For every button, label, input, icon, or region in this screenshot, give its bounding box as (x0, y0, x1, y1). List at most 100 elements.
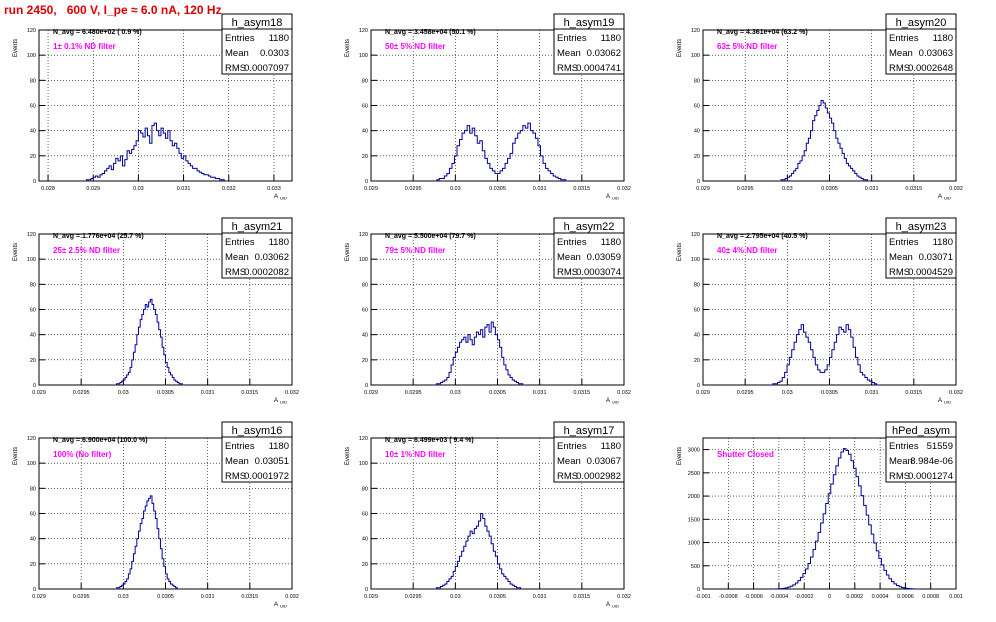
y-tick-label: 0 (33, 383, 36, 389)
stats-key: RMS (225, 267, 246, 278)
y-tick-label: 20 (30, 154, 36, 160)
filter-label: 100% (No filter) (53, 450, 112, 459)
x-tick-label: 0.03 (118, 594, 129, 600)
histogram-panel-h_asym16: 0 20 40 60 80 100 120 0.029 0.0295 0.03 0.0305 0.03… (13, 421, 299, 609)
histogram-line (84, 122, 227, 182)
histogram-panel-h_asym21: 0 20 40 60 80 100 120 0.029 0.0295 0.03 0.0305 0.03… (13, 217, 299, 405)
x-tick-label: 0.032 (617, 186, 631, 192)
page-title: run 2450, 600 V, I_pe ≈ 6.0 nA, 120 Hz (4, 3, 222, 17)
x-tick-label: 0.0006 (897, 594, 914, 600)
filter-label: 1± 0.1% ND filter (53, 42, 116, 51)
histogram-line (434, 122, 569, 182)
navg-label: N_avg = 4.361e+04 (63.2 %) (717, 29, 808, 36)
histogram-line (770, 324, 880, 386)
x-tick-label: 0.029 (364, 594, 378, 600)
x-tick-label: 0.03 (450, 186, 461, 192)
stats-key: Mean (557, 48, 581, 59)
y-tick-label: 60 (30, 308, 36, 314)
x-tick-label: 0.029 (364, 390, 378, 396)
filter-label: 79± 5% ND filter (385, 246, 445, 255)
x-tick-label: 0.029 (32, 594, 46, 600)
y-tick-label: 20 (362, 358, 368, 364)
x-tick-label: 0.031 (177, 186, 191, 192)
x-tick-label: 0.0295 (405, 390, 422, 396)
y-tick-label: 120 (27, 436, 36, 442)
histogram-line (434, 513, 523, 590)
x-tick-label: 0.0295 (737, 390, 754, 396)
stats-key: RMS (889, 471, 910, 482)
histogram-line (778, 99, 870, 182)
y-tick-label: 120 (27, 232, 36, 238)
x-axis-label-sub: UID (944, 400, 951, 405)
x-tick-label: 0.0315 (905, 390, 922, 396)
x-tick-label: 0.0315 (241, 390, 258, 396)
x-tick-label: 0.03 (118, 390, 129, 396)
y-tick-label: 40 (362, 129, 368, 135)
y-tick-label: 60 (30, 512, 36, 518)
y-tick-label: 20 (30, 358, 36, 364)
y-tick-label: 100 (359, 461, 368, 467)
y-tick-label: 120 (359, 28, 368, 34)
x-tick-label: 0.0295 (73, 594, 90, 600)
x-tick-label: 0.0305 (489, 186, 506, 192)
stats-key: Mean (889, 48, 913, 59)
y-tick-label: 120 (359, 232, 368, 238)
histogram-line (434, 321, 525, 386)
stats-value: 1180 (601, 441, 621, 452)
stats-key: Entries (225, 441, 255, 452)
navg-label: N_avg = 1.776e+04 (25.7 %) (53, 233, 144, 240)
stats-value: 1180 (269, 441, 289, 452)
y-tick-label: 120 (691, 232, 700, 238)
stats-box (221, 13, 293, 75)
y-tick-label: 100 (27, 461, 36, 467)
x-tick-label: 0.031 (533, 390, 547, 396)
y-tick-label: 0 (365, 383, 368, 389)
y-tick-label: 80 (362, 78, 368, 84)
y-tick-label: 120 (359, 436, 368, 442)
x-tick-label: 0.033 (267, 186, 281, 192)
y-tick-label: 20 (694, 154, 700, 160)
x-axis-label-sub: UID (280, 400, 287, 405)
x-tick-label: 0.0305 (489, 594, 506, 600)
y-tick-label: 100 (691, 257, 700, 263)
stats-key: Entries (557, 237, 587, 248)
filter-label: 25± 2.5% ND filter (53, 246, 120, 255)
stats-value: 1180 (601, 237, 621, 248)
stats-key: RMS (557, 471, 578, 482)
histogram-panel-h_asym22: 0 20 40 60 80 100 120 0.029 0.0295 0.03 0.0305 0.03… (345, 217, 631, 405)
histogram-name: h_asym22 (564, 221, 615, 233)
stats-value: 0.03051 (255, 456, 289, 467)
x-tick-label: 0.001 (949, 594, 963, 600)
histogram-name: h_asym20 (896, 17, 947, 29)
stats-key: Entries (889, 237, 919, 248)
x-tick-label: 0.029 (696, 186, 710, 192)
x-tick-label: 0.03 (782, 390, 793, 396)
stats-key: RMS (889, 267, 910, 278)
navg-label: N_avg = 6.900e+04 (100.0 %) (53, 437, 148, 444)
stats-box (553, 421, 625, 483)
x-tick-label: 0.0305 (821, 186, 838, 192)
histogram-line (772, 448, 920, 590)
x-tick-label: 0.031 (533, 594, 547, 600)
stats-key: Mean (889, 252, 913, 263)
x-tick-label: 0.0004 (872, 594, 889, 600)
x-tick-label: 0.031 (533, 186, 547, 192)
x-tick-label: 0.0295 (73, 390, 90, 396)
x-tick-label: 0.031 (201, 594, 215, 600)
x-tick-label: -0.0006 (744, 594, 763, 600)
histogram-name: h_asym16 (232, 425, 283, 437)
histogram-panel-h_asym20: 0 20 40 60 80 100 120 0.029 0.0295 0.03 0.0305 0.03… (677, 13, 963, 201)
x-tick-label: 0.032 (222, 186, 236, 192)
y-axis-label: Events (677, 39, 683, 57)
y-tick-label: 60 (694, 308, 700, 314)
histogram-panel-h_asym18: 0 20 40 60 80 100 120 0.028 0.029 0.03 0.031 0.032 0… (13, 13, 293, 201)
stats-value: 0.0007097 (244, 63, 289, 74)
x-tick-label: -0.0008 (719, 594, 738, 600)
y-tick-label: 80 (694, 282, 700, 288)
y-tick-label: 40 (694, 333, 700, 339)
x-tick-label: 0.0315 (573, 186, 590, 192)
x-tick-label: 0.029 (364, 186, 378, 192)
x-tick-label: 0.0315 (573, 594, 590, 600)
x-tick-label: 0.0315 (573, 390, 590, 396)
y-tick-label: 120 (691, 28, 700, 34)
